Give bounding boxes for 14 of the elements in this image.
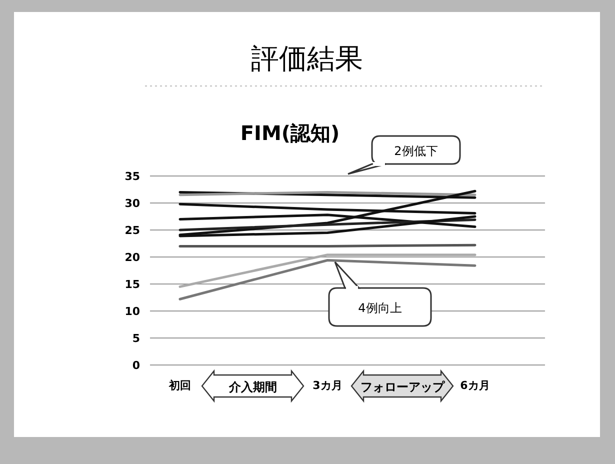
x-tick-label: 初回 — [168, 379, 191, 392]
x-tick-label: 6カ月 — [460, 379, 490, 392]
y-tick-label: 35 — [124, 170, 140, 183]
chart-subtitle: FIM(認知) — [240, 121, 340, 145]
y-tick-label: 15 — [124, 278, 140, 291]
y-tick-label: 0 — [132, 359, 140, 372]
y-tick-label: 30 — [124, 197, 140, 210]
y-tick-label: 5 — [132, 332, 140, 345]
chart-title: 評価結果 — [251, 42, 363, 75]
x-tick-label: 3カ月 — [312, 379, 342, 392]
y-tick-label: 10 — [124, 305, 140, 318]
annotation: 4例向上 — [358, 301, 402, 315]
y-tick-label: 20 — [124, 251, 140, 264]
y-tick-label: 25 — [124, 224, 140, 237]
